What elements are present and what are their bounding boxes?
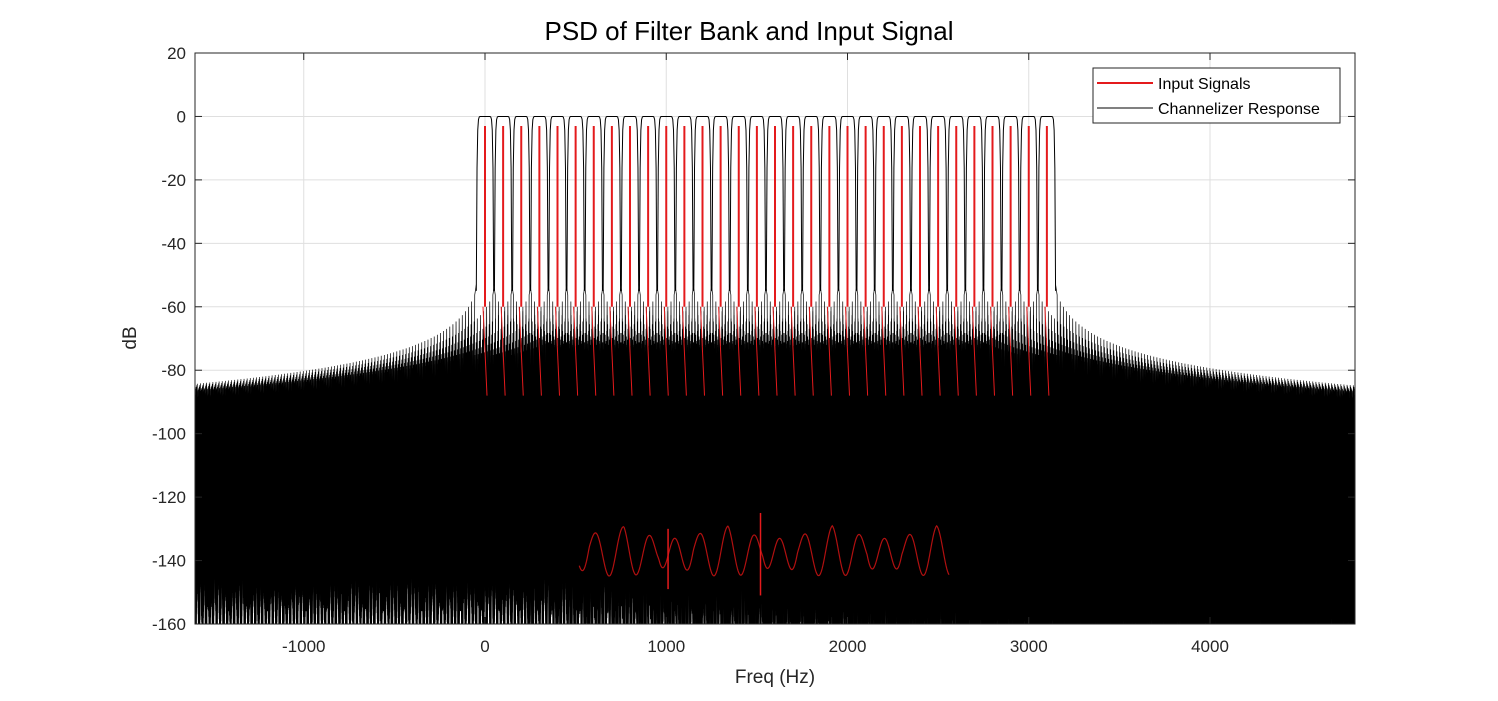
y-tick-labels: 20 0 -20 -40 -60 -80 -100 -120 -140 -160 xyxy=(152,44,186,634)
channel-passband xyxy=(475,115,495,291)
input-tone-skirt xyxy=(700,306,705,396)
channel-passband xyxy=(675,115,694,291)
channel-passband xyxy=(657,115,676,291)
legend-entry-channelizer-response: Channelizer Response xyxy=(1158,101,1320,118)
channel-passband xyxy=(493,115,513,291)
x-tick-label: 3000 xyxy=(1010,637,1048,656)
input-tone-skirt xyxy=(808,306,814,396)
input-tone-skirt xyxy=(591,306,597,396)
y-tick-label: -20 xyxy=(161,171,186,190)
input-tone-skirt xyxy=(482,306,488,396)
input-tone-skirt xyxy=(736,306,742,396)
channel-passband xyxy=(820,115,839,291)
y-tick-label: 20 xyxy=(167,44,186,63)
x-tick-label: 1000 xyxy=(647,637,685,656)
chart-title: PSD of Filter Bank and Input Signal xyxy=(544,16,953,46)
channel-passband xyxy=(856,115,875,291)
input-tone-skirt xyxy=(899,306,905,396)
ticks xyxy=(195,52,1355,625)
input-tone-skirt xyxy=(536,306,542,396)
channel-passband xyxy=(584,115,603,291)
input-tone-skirt xyxy=(681,306,687,396)
channel-passband xyxy=(602,115,622,291)
input-tone-skirt xyxy=(971,306,977,396)
input-tone-skirt xyxy=(627,306,633,396)
input-tone-skirt xyxy=(826,306,832,396)
input-tone-skirt xyxy=(881,306,887,396)
y-tick-label: -140 xyxy=(152,552,186,571)
input-tone-skirt xyxy=(935,306,941,396)
input-tone-skirt xyxy=(790,306,796,396)
channel-passband xyxy=(711,115,730,291)
channel-passband xyxy=(566,115,585,291)
input-tone-skirt xyxy=(1026,306,1032,396)
plot-area xyxy=(195,115,1355,624)
input-tone-skirt xyxy=(990,306,995,396)
y-tick-label: 0 xyxy=(177,107,186,126)
channel-passband xyxy=(693,115,712,291)
channelizer-response-series xyxy=(195,115,1355,624)
channel-passband xyxy=(874,115,893,291)
channel-sidelobes xyxy=(195,284,1355,624)
input-signals-series xyxy=(482,125,1050,596)
channel-passband xyxy=(947,115,966,291)
channel-passband xyxy=(548,115,567,291)
y-tick-label: -100 xyxy=(152,425,186,444)
channel-passband xyxy=(530,115,549,291)
input-tone-skirt xyxy=(555,306,560,396)
input-tone-skirt xyxy=(1008,306,1014,396)
input-tone-skirt xyxy=(518,306,524,396)
channel-passband xyxy=(983,115,1002,291)
x-axis-label: Freq (Hz) xyxy=(735,667,815,688)
input-tone-skirt xyxy=(863,306,869,396)
channel-passband xyxy=(638,115,658,291)
input-tone-skirt xyxy=(845,306,850,396)
channel-passband xyxy=(928,115,948,291)
x-tick-label: 2000 xyxy=(829,637,867,656)
legend-entry-input-signals: Input Signals xyxy=(1158,76,1251,93)
input-tone-skirt xyxy=(609,306,615,396)
y-axis-label: dB xyxy=(120,326,141,349)
axes-box xyxy=(194,52,1356,625)
x-tick-label: 0 xyxy=(480,637,489,656)
input-tone-skirt xyxy=(917,306,923,396)
input-tone-skirt xyxy=(500,306,506,396)
channel-passband xyxy=(910,115,930,291)
channel-passband xyxy=(965,115,984,291)
channel-passband xyxy=(512,115,531,291)
channel-passband xyxy=(802,115,821,291)
y-tick-label: -40 xyxy=(161,234,186,253)
channel-passband xyxy=(1001,115,1020,291)
channel-passband xyxy=(1037,115,1057,291)
input-tone-skirt xyxy=(663,306,669,396)
channel-passband xyxy=(783,115,803,291)
x-tick-label: -1000 xyxy=(282,637,325,656)
y-tick-label: -60 xyxy=(161,298,186,317)
input-tone-skirt xyxy=(953,306,959,396)
x-tick-label: 4000 xyxy=(1191,637,1229,656)
channel-passband xyxy=(892,115,912,291)
channel-passband xyxy=(1019,115,1038,291)
channel-passband xyxy=(838,115,857,291)
channel-passband xyxy=(747,115,767,291)
channel-passband xyxy=(729,115,748,291)
input-tone-skirt xyxy=(573,306,579,396)
legend: Input Signals Channelizer Response xyxy=(1092,67,1341,124)
y-tick-label: -80 xyxy=(161,361,186,380)
input-tone-skirt xyxy=(645,306,651,396)
x-tick-labels: -1000 0 1000 2000 3000 4000 xyxy=(282,637,1229,656)
input-tone-skirt xyxy=(754,306,760,396)
legend-box xyxy=(1092,67,1341,124)
input-tone-skirt xyxy=(772,306,778,396)
input-noise-floor xyxy=(578,524,950,577)
input-tone-skirt xyxy=(1044,306,1050,396)
channel-passband xyxy=(765,115,785,291)
input-tone-skirt xyxy=(718,306,724,396)
y-tick-label: -120 xyxy=(152,488,186,507)
channel-passband xyxy=(620,115,640,291)
y-tick-label: -160 xyxy=(152,615,186,634)
